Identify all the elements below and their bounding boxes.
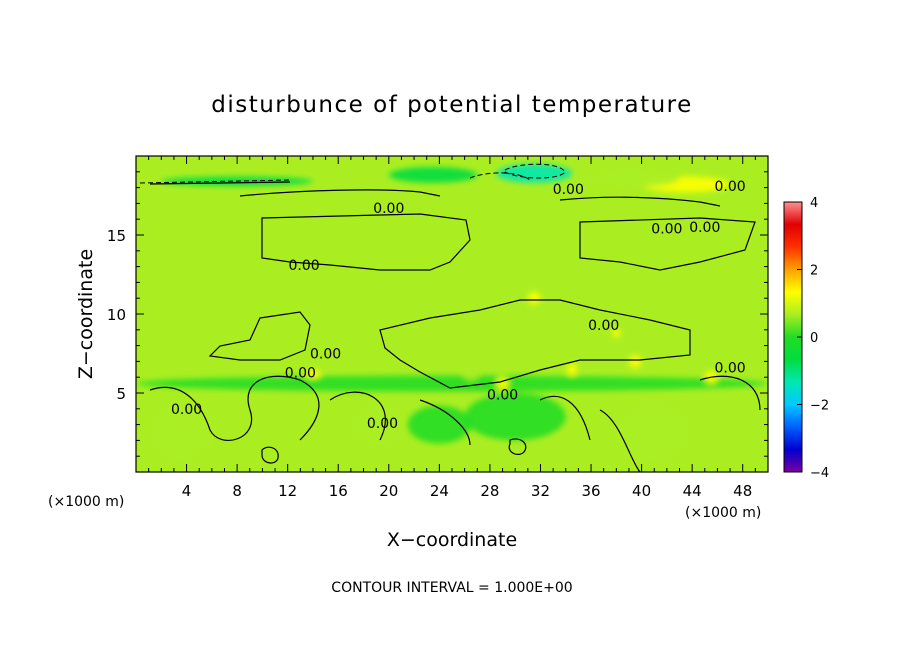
contour-label-9: 0.00 [487,388,518,404]
contour-label-8: 0.00 [285,365,316,381]
contour-line-lower-small-loops [261,438,527,464]
colorbar-tick-label: 2 [810,264,818,279]
colorbar-tick-label: 4 [810,196,818,211]
contour-label-6: 0.00 [588,318,619,334]
contour-line-upper-left-region [261,213,471,271]
x-axis-label: X−coordinate [387,529,517,551]
heat-anomaly-18 [407,405,471,444]
contour-line-left-region [208,311,311,361]
contour-label-5: 0.00 [289,258,320,274]
x-tick-label: 24 [430,482,449,500]
colorbar-tick-label: −4 [810,466,829,481]
heat-anomaly-17 [464,393,566,441]
heat-anomaly-0 [496,163,573,183]
contour-line-dashed-negatives [139,163,566,184]
heat-anomaly-1 [388,167,478,183]
heat-anomaly-12 [612,328,621,338]
x-tick-label: 12 [278,482,297,500]
contour-label-0: 0.00 [553,182,584,198]
x-tick-label: 36 [581,482,600,500]
heat-anomaly-9 [527,291,541,305]
y-tick-label: 5 [116,385,126,403]
y-tick-label: 15 [107,227,126,245]
y-axis-label: Z−coordinate [75,249,97,379]
x-axis: 4 8 12 16 20 24 28 32 36 40 44 48 [148,156,756,500]
x-tick-label: 40 [632,482,651,500]
heat-anomaly-16 [616,400,693,465]
heat-anomaly-5 [136,375,768,392]
x-tick-label: 20 [379,482,398,500]
heat-anomaly-11 [463,367,479,381]
heat-anomaly-10 [305,369,321,379]
x-tick-label: 4 [182,482,192,500]
heatmap-field: 0.00 0.00 0.00 0.00 0.00 0.00 0.00 0.00 0.00 0.00… [136,156,768,472]
heat-anomaly-13 [628,355,642,368]
contour-interval-note: CONTOUR INTERVAL = 1.000E+00 [331,580,572,596]
contour-line-middle-region [379,299,691,389]
heat-anomaly-14 [148,400,212,465]
contour-label-11: 0.00 [171,402,202,418]
x-unit-right: (×1000 m) [685,505,761,521]
x-tick-label: 32 [531,482,550,500]
contour-label-10: 0.00 [714,361,745,377]
colorbar-tick-label: −2 [810,399,829,414]
chart-title: disturbunce of potential temperature [211,92,693,118]
contour-lines [139,163,761,472]
contour-label-4: 0.00 [689,220,720,236]
y-tick-label: 10 [107,306,126,324]
heat-anomaly-4 [578,168,680,188]
colorbar: −4 −2 0 2 4 [783,196,829,481]
contour-label-3: 0.00 [651,222,682,238]
colorbar-tick-label: 0 [810,331,818,346]
heat-anomaly-15 [350,400,402,449]
x-tick-label: 16 [329,482,348,500]
x-tick-label: 8 [232,482,242,500]
contour-label-7: 0.00 [310,347,341,363]
contour-line-upper-right-region [579,217,756,271]
contour-label-1: 0.00 [714,179,745,195]
contour-line-upper-band [149,181,721,207]
heat-anomaly-6 [567,362,578,376]
contour-label-12: 0.00 [367,416,398,432]
contour-line-lower-lobes [149,375,761,472]
x-unit-left: (×1000 m) [48,494,124,510]
x-tick-label: 28 [480,482,499,500]
x-tick-label: 44 [683,482,702,500]
y-axis: 5 10 15 [107,171,768,457]
contour-label-2: 0.00 [373,201,404,217]
x-tick-label: 48 [733,482,752,500]
